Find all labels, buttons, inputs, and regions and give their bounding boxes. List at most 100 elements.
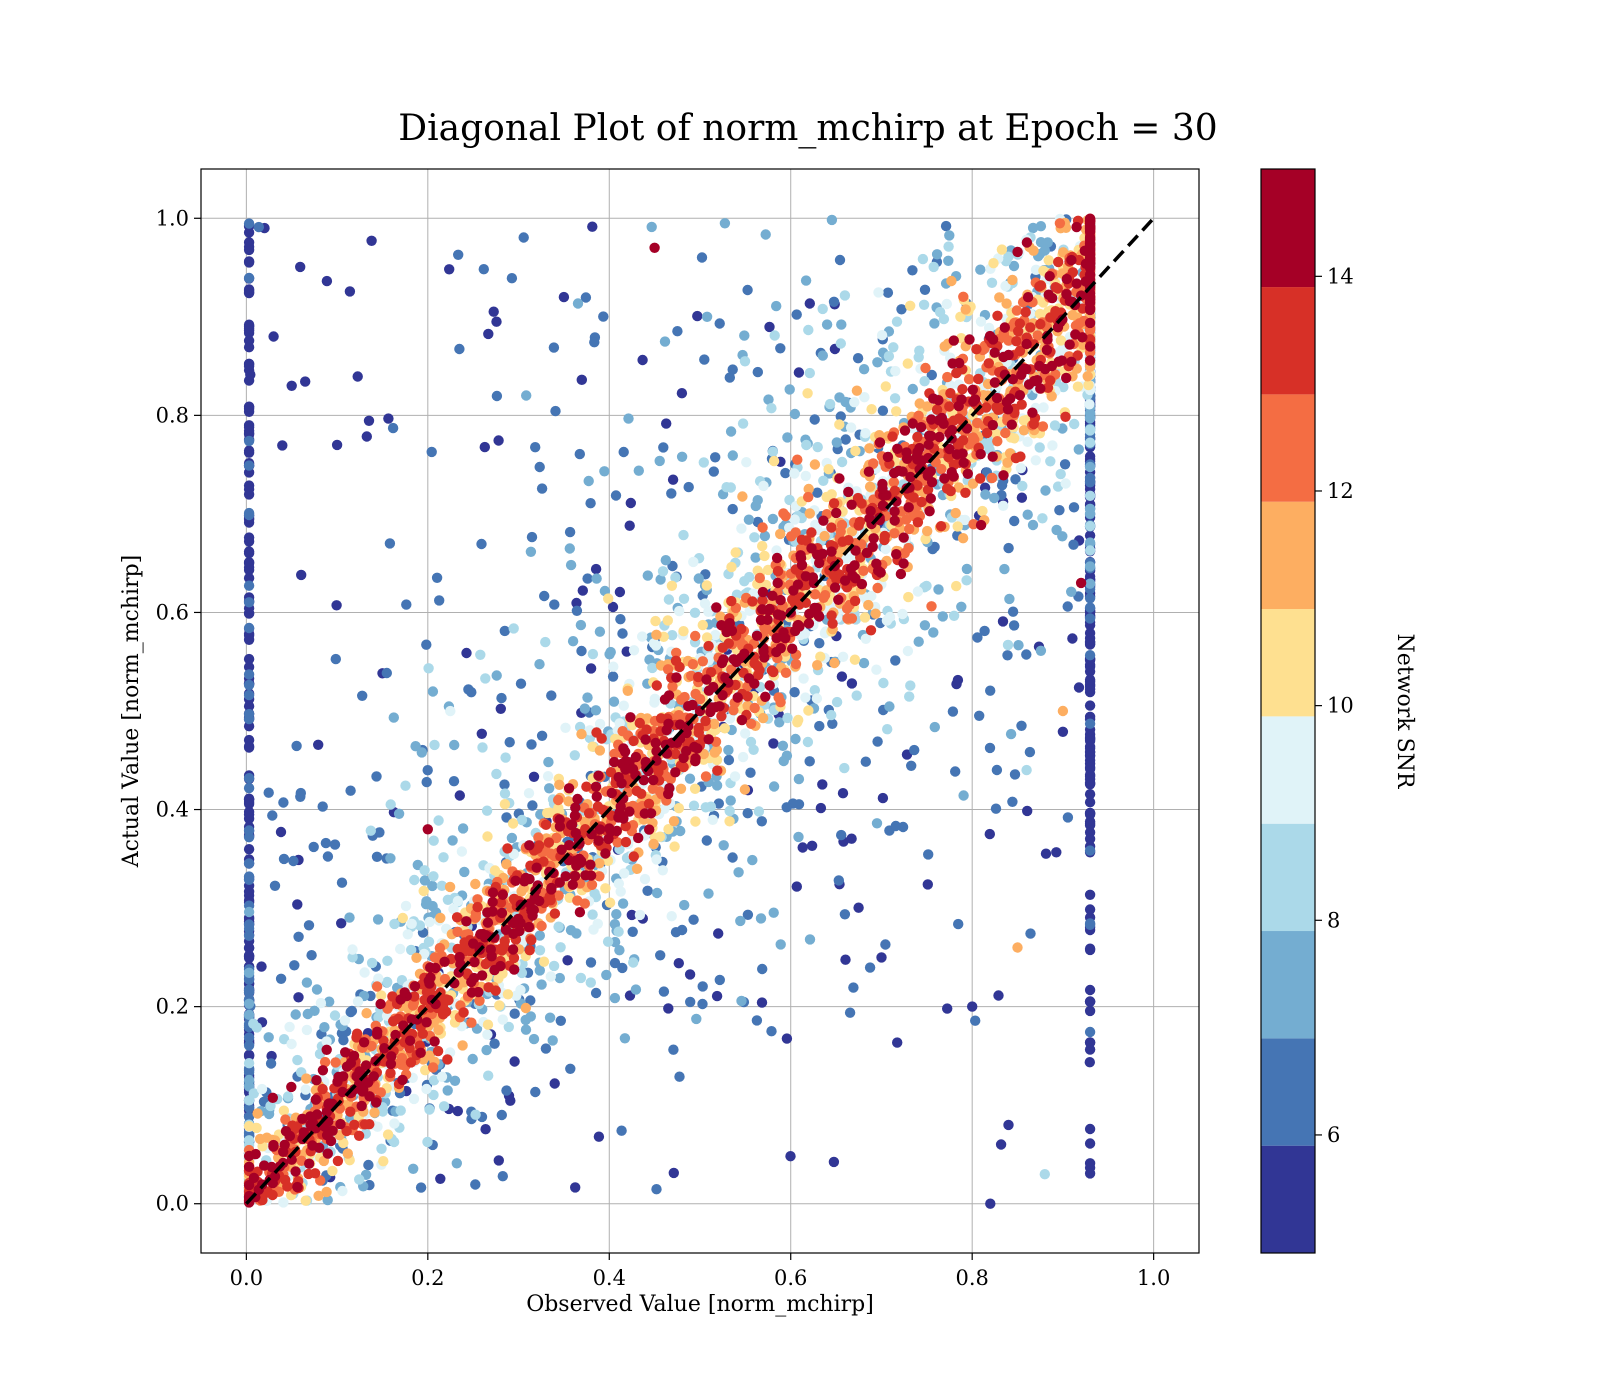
scatter-point [819, 530, 830, 542]
scatter-point [580, 870, 591, 881]
scatter-point [711, 990, 723, 1002]
scatter-point [295, 787, 306, 799]
scatter-point [1032, 330, 1043, 341]
scatter-point [774, 717, 785, 728]
scatter-point [663, 718, 674, 729]
scatter-point [670, 572, 681, 583]
scatter-point [347, 952, 358, 963]
scatter-point [342, 1148, 353, 1159]
scatter-point [658, 986, 670, 997]
scatter-point [903, 591, 914, 603]
scatter-point [480, 958, 491, 970]
scatter-point [1084, 777, 1096, 788]
scatter-point [1043, 255, 1054, 266]
scatter-point [345, 1006, 356, 1018]
scatter-point [521, 390, 532, 401]
scatter-point [1084, 762, 1096, 773]
scatter-point [827, 718, 838, 729]
scatter-point [753, 806, 765, 817]
scatter-point [793, 714, 804, 726]
scatter-point [243, 742, 255, 753]
scatter-point [708, 681, 719, 693]
scatter-point [990, 803, 1002, 814]
scatter-point [359, 967, 370, 978]
scatter-point [647, 662, 658, 674]
scatter-point [289, 960, 300, 971]
scatter-point [987, 419, 998, 431]
scatter-point [614, 945, 625, 956]
scatter-point [917, 253, 929, 265]
scatter-point [663, 1003, 674, 1014]
scatter-point [311, 984, 323, 995]
chart-title: Diagonal Plot of norm_mchirp at Epoch = … [398, 108, 1217, 149]
scatter-point [844, 1007, 856, 1018]
scatter-point [1084, 593, 1096, 604]
scatter-point [528, 1033, 540, 1045]
scatter-point [361, 1008, 372, 1019]
scatter-point [613, 878, 624, 889]
scatter-point [400, 780, 411, 791]
scatter-point [523, 921, 535, 933]
scatter-point [267, 810, 278, 821]
scatter-point [834, 419, 845, 430]
scatter-point [896, 304, 907, 315]
scatter-point [243, 796, 255, 808]
scatter-point [243, 844, 255, 855]
scatter-point [772, 565, 784, 577]
scatter-point [909, 744, 920, 756]
scatter-point [503, 1021, 514, 1033]
scatter-point [395, 943, 406, 955]
scatter-point [261, 1132, 273, 1143]
scatter-point [710, 629, 721, 641]
scatter-point [723, 744, 734, 756]
scatter-point [1084, 797, 1096, 808]
scatter-point [1039, 1169, 1051, 1180]
scatter-point [1084, 807, 1096, 819]
scatter-point [716, 711, 727, 722]
scatter-point [987, 451, 998, 462]
scatter-point [931, 249, 943, 260]
scatter-point [593, 1131, 605, 1142]
scatter-point [588, 924, 599, 935]
scatter-point [419, 994, 430, 1006]
scatter-point [243, 558, 255, 569]
scatter-point [766, 403, 777, 414]
scatter-point [675, 825, 686, 837]
scatter-point [480, 1124, 491, 1135]
scatter-point [540, 1043, 552, 1054]
scatter-point [500, 924, 512, 935]
scatter-point [329, 839, 341, 850]
scatter-point [756, 997, 768, 1008]
scatter-point [724, 372, 735, 383]
scatter-point [673, 958, 684, 969]
scatter-point [389, 1118, 400, 1129]
scatter-point [739, 356, 751, 367]
scatter-point [370, 1097, 382, 1108]
scatter-point [953, 440, 964, 452]
scatter-point [689, 783, 701, 794]
scatter-point [243, 942, 255, 954]
scatter-point [618, 700, 629, 711]
scatter-point [781, 802, 792, 813]
scatter-point [534, 965, 545, 976]
scatter-point [459, 937, 470, 948]
scatter-point [1038, 402, 1049, 413]
scatter-point [867, 541, 878, 552]
scatter-point [697, 656, 708, 667]
scatter-point [709, 718, 720, 730]
scatter-point [489, 865, 501, 876]
scatter-point [828, 1156, 840, 1168]
scatter-point [1084, 461, 1096, 473]
scatter-point [840, 434, 851, 445]
scatter-point [685, 996, 696, 1008]
scatter-point [1084, 700, 1096, 711]
scatter-point [421, 1083, 432, 1095]
scatter-point [1051, 524, 1062, 536]
scatter-point [526, 531, 538, 543]
scatter-point [313, 1190, 324, 1202]
scatter-point [736, 623, 747, 635]
scatter-point [993, 990, 1004, 1001]
scatter-point [725, 795, 736, 806]
scatter-point [483, 982, 494, 993]
scatter-point [803, 491, 814, 503]
